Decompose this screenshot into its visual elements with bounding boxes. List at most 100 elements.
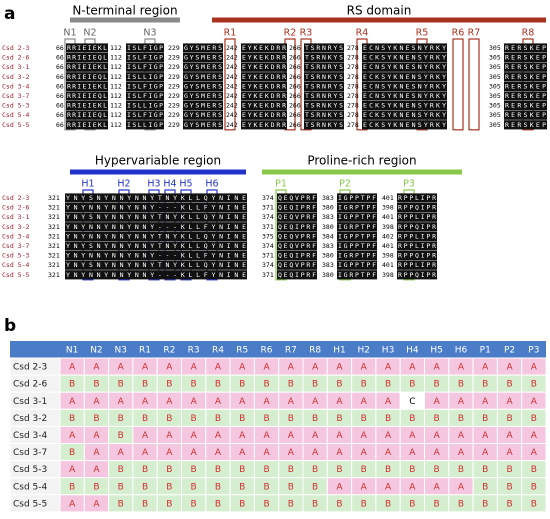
residue-position: 112 [110,111,122,119]
column-header: N2 [90,346,102,356]
sequence: RRIEIEQL [67,111,107,119]
sequence: IGPPTPF [338,261,376,269]
residue-position: 401 [382,242,394,250]
residue-position: 112 [110,92,122,100]
cell-value: B [118,414,124,424]
sequence: GYSMERS [184,63,222,71]
column-header: R3 [188,346,200,356]
cell-value: B [361,380,367,390]
sequence: EYKEKDRR [242,54,286,62]
residue-position: 371 [262,252,274,260]
sequence-block [241,62,287,72]
cell-value: A [458,397,465,407]
sequence-block [277,212,317,222]
sequence: RPPLIPR [398,242,436,250]
residue-position: 229 [168,44,180,52]
cell-value: B [409,380,415,390]
cell-value: A [93,499,100,509]
residue-position: 402 [382,232,394,240]
cell-value: B [263,414,269,424]
sequence: RERSKEP [505,121,546,129]
cell-value: B [166,499,172,509]
cell-value: A [93,431,100,441]
residue-position: 112 [110,82,122,90]
sequence-block [504,81,547,91]
cell-value: B [531,499,537,509]
residue-position: 305 [489,92,501,100]
cell-value: B [434,380,440,390]
cell-value: A [69,363,76,373]
cell-value: B [118,499,124,509]
sequence-block [66,120,108,130]
site-label: H3 [147,179,160,190]
sequence-name: Csd 5-5 [2,121,29,129]
cell-value: A [336,448,343,458]
cell-value: B [531,482,537,492]
cell-value: A [434,448,441,458]
sequence-block [397,231,437,241]
sequence: RPPQIPR [398,204,436,212]
sequence-block [504,110,547,120]
sequence: GYSMERS [184,44,222,52]
sequence-block [277,241,317,251]
sequence: TSRNRYS [305,63,343,71]
residue-position: 112 [110,63,122,71]
residue-position: 305 [489,102,501,110]
sequence-name: Csd 2-3 [2,194,29,202]
cell-value: B [288,499,294,509]
cell-value: A [458,431,465,441]
residue-position: 242 [226,102,238,110]
sequence: RPPQIPR [398,271,436,279]
cell-value: A [458,482,465,492]
cell-value: B [385,414,391,424]
cell-value: A [361,431,368,441]
site-label: H6 [205,179,218,190]
column-header: N3 [115,346,127,356]
sequence: QEQIPRF [278,204,316,212]
sequence: QEQVPRF [278,213,316,221]
cell-value: B [118,482,124,492]
cell-value: B [142,414,148,424]
residue-position: 321 [48,261,60,269]
cell-value: B [142,465,148,475]
sequence-block [362,43,447,53]
sequence: GYSMERS [184,102,222,110]
cell-value: B [336,414,342,424]
residue-position: 321 [48,271,60,279]
sequence: TSRNRYS [305,92,343,100]
cell-value: B [506,465,512,475]
cell-value: A [239,448,246,458]
sequence-block [337,260,377,270]
sequence: RERSKEP [505,63,546,71]
cell-value: A [142,397,149,407]
sequence-block [397,193,437,203]
cell-value: B [336,499,342,509]
sequence-block [362,101,447,111]
residue-position: 266 [289,73,301,81]
sequence-block [397,203,437,213]
cell-value: B [434,414,440,424]
row-name: Csd 2-6 [13,380,48,390]
sequence-name: Csd 3-7 [2,92,29,100]
sequence-block [362,72,447,82]
sequence-block [337,251,377,261]
cell-value: A [93,397,100,407]
sequence-block [65,231,247,241]
cell-value: A [166,363,173,373]
sequence-block [126,81,164,91]
cell-value: B [458,465,464,475]
cell-value: A [191,363,198,373]
sequence-block [65,193,247,203]
cell-value: B [458,380,464,390]
sequence: ISLLIGP [127,102,163,110]
sequence: TSRNKYS [305,111,343,119]
table-cell [521,494,547,513]
residue-position: 401 [382,213,394,221]
sequence: ISLFIGP [127,63,163,71]
residue-position: 374 [262,213,274,221]
cell-value: B [336,465,342,475]
residue-position: 305 [489,44,501,52]
cell-value: A [482,431,489,441]
sequence-block [66,43,108,53]
sequence: TSRNKYS [305,121,343,129]
